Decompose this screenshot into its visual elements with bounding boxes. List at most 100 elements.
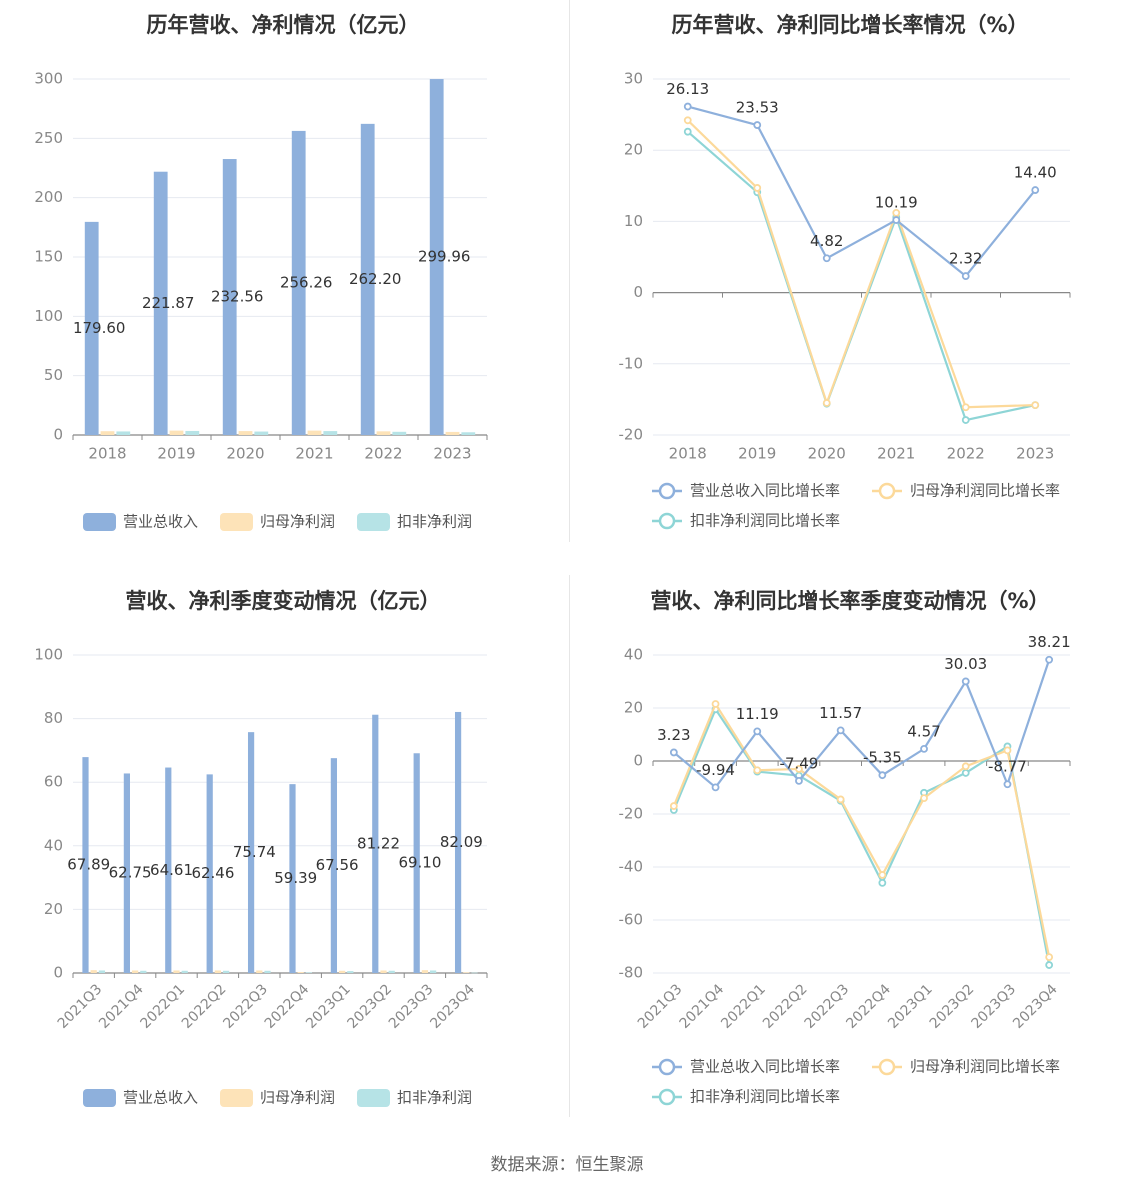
bar-net-profit: [214, 970, 222, 973]
bar-net-profit: [131, 970, 139, 973]
bar-net-profit: [307, 430, 322, 435]
chart-svg: 历年营收、净利同比增长率情况（%） -20 -10 0 10 20 30 2018 2019 20…: [619, 13, 1071, 530]
legend-label: 扣非净利润: [397, 1089, 472, 1107]
chart-svg: 历年营收、净利情况（亿元） 0 50 100 150 200 250 300 2018 2019 2…: [34, 13, 488, 531]
x-tick-label: 2022Q1: [718, 981, 769, 1032]
data-label: 30.03: [944, 655, 987, 673]
bar-revenue: [123, 773, 130, 973]
y-tick-label: -40: [619, 858, 644, 876]
x-tick-label: 2021Q4: [677, 981, 728, 1032]
series-point-0: [1031, 186, 1040, 194]
series-point-1: [753, 766, 762, 775]
series-point-0: [961, 272, 970, 280]
y-tick-label: 0: [633, 283, 643, 301]
x-tick-label: 2023Q2: [345, 981, 396, 1032]
series-point-0: [711, 783, 720, 792]
series-point-1: [961, 762, 970, 771]
x-tick-label: 2023Q1: [885, 981, 936, 1032]
bar-deducted-profit: [181, 970, 188, 973]
legend-swatch: [357, 513, 390, 531]
data-label: 26.13: [666, 80, 709, 98]
series-point-1: [822, 399, 831, 407]
bar-deducted-profit: [185, 430, 200, 435]
y-tick-label: -60: [619, 911, 644, 929]
bar-deducted-profit: [392, 431, 407, 435]
x-tick-label: 2020: [226, 445, 264, 463]
series-line-1: [686, 119, 1036, 409]
bar-revenue: [153, 171, 168, 435]
bar-revenue: [360, 123, 375, 435]
series-point-0: [669, 748, 678, 757]
x-tick-label: 2022Q2: [179, 981, 230, 1032]
series-point-1: [795, 765, 803, 773]
data-label: -5.35: [863, 749, 902, 767]
x-tick-label: 2021Q3: [55, 981, 106, 1032]
x-tick-label: 2022Q3: [802, 981, 853, 1032]
series-point-1: [1003, 746, 1012, 755]
data-label: 2.32: [949, 250, 982, 268]
bar-deducted-profit: [264, 970, 271, 973]
x-tick-label: 2021Q4: [96, 981, 147, 1032]
divider-bottom: [569, 575, 570, 1117]
series-point-0: [1003, 780, 1012, 789]
chart-title: 历年营收、净利情况（亿元）: [147, 13, 420, 37]
y-tick-label: 0: [53, 964, 63, 982]
data-label: 67.56: [316, 856, 359, 874]
series-point-1: [711, 700, 720, 708]
y-tick-label: -10: [619, 354, 644, 372]
series-point-2: [961, 769, 970, 777]
legend-swatch: [220, 513, 253, 531]
legend-marker: [658, 482, 676, 500]
y-tick-label: 50: [44, 366, 63, 384]
bar-deducted-profit: [223, 970, 230, 973]
legend-label: 扣非净利润同比增长率: [690, 512, 840, 530]
legend-marker: [658, 1088, 676, 1106]
data-source-note: 数据来源：恒生聚源: [490, 1155, 644, 1175]
bar-deducted-profit: [471, 972, 478, 974]
series-point-0: [920, 744, 928, 753]
chart-quarterly-growth-rate: 营收、净利同比增长率季度变动情况（%） -80 -60 -40 -20 0 20 40 2021…: [567, 575, 1134, 1150]
x-tick-label: 2019: [157, 445, 195, 463]
bar-revenue: [84, 221, 99, 435]
series-line-0: [687, 105, 1037, 278]
series-line-0: [673, 659, 1051, 789]
bar-net-profit: [445, 431, 460, 435]
x-tick-label: 2021Q3: [635, 981, 686, 1032]
bar-deducted-profit: [461, 432, 476, 435]
series-point-0: [878, 771, 887, 780]
legend-label: 归母净利润同比增长率: [910, 482, 1060, 500]
y-tick-label: -80: [619, 964, 644, 982]
legend-label: 营业总收入: [123, 513, 198, 531]
data-label: 81.22: [357, 834, 400, 852]
legend-marker: [658, 1058, 676, 1076]
data-label: 38.21: [1028, 633, 1071, 651]
bar-deducted-profit: [98, 970, 106, 973]
y-tick-label: 20: [44, 900, 63, 918]
legend-swatch: [220, 1089, 253, 1107]
series-point-0: [961, 677, 970, 686]
x-tick-label: 2023Q1: [303, 981, 354, 1032]
bar-net-profit: [169, 430, 184, 435]
x-tick-label: 2020: [808, 445, 846, 463]
legend-label: 营业总收入: [123, 1089, 198, 1107]
x-tick-label: 2023: [1016, 445, 1054, 463]
data-label: 14.40: [1014, 164, 1057, 182]
legend-marker: [658, 512, 676, 530]
series-line-2: [672, 707, 1051, 966]
series-point-1: [961, 403, 970, 412]
data-label: 262.20: [349, 270, 402, 288]
y-tick-label: 100: [34, 646, 63, 664]
legend-label: 扣非净利润: [397, 513, 472, 531]
x-tick-label: 2023Q3: [386, 981, 437, 1032]
data-label: 10.19: [875, 194, 918, 212]
legend-marker: [878, 482, 896, 500]
x-tick-label: 2022Q3: [220, 981, 271, 1032]
series-point-0: [822, 254, 831, 263]
bar-revenue: [413, 753, 420, 973]
bar-deducted-profit: [347, 971, 354, 973]
data-label: 299.96: [418, 248, 471, 266]
bar-revenue: [330, 758, 337, 973]
bar-net-profit: [338, 970, 346, 973]
y-tick-label: 80: [44, 709, 63, 727]
data-label: -8.77: [988, 758, 1027, 776]
